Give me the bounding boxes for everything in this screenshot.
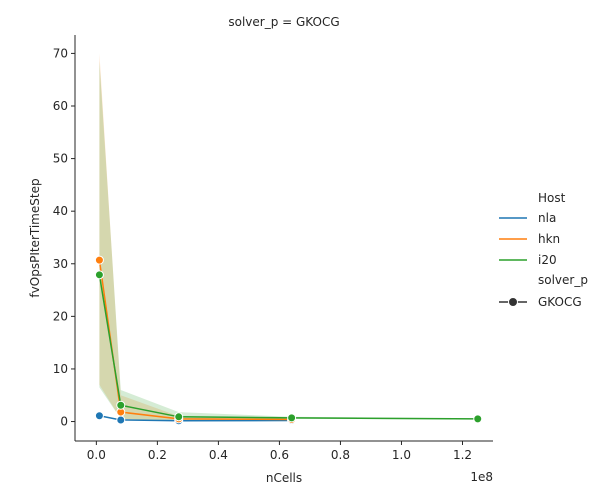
chart-title: solver_p = GKOCG <box>228 15 339 29</box>
series-line-i20 <box>98 274 478 420</box>
y-tick-label: 30 <box>53 257 68 271</box>
confidence-band-i20 <box>99 61 478 421</box>
y-tick-label: 50 <box>53 152 68 166</box>
x-tick-label: 0.0 <box>87 448 106 462</box>
y-axis-ticks: 0 10 20 30 40 50 60 70 <box>53 46 75 429</box>
y-tick-label: 70 <box>53 46 68 60</box>
data-point-i20 <box>174 412 184 422</box>
legend-label-nla: nla <box>538 211 556 225</box>
confidence-bands <box>99 53 478 422</box>
series-markers <box>94 255 483 426</box>
data-point-i20 <box>94 270 104 280</box>
x-axis-ticks: 0.0 0.2 0.4 0.6 0.8 1.0 1.2 <box>87 441 472 462</box>
legend-entries: nla hkn i20 <box>499 211 560 267</box>
legend-style-marker <box>508 297 518 307</box>
y-tick-label: 40 <box>53 204 68 218</box>
data-point-i20 <box>116 400 126 410</box>
series-lines <box>98 259 478 422</box>
legend-label-i20: i20 <box>538 253 557 267</box>
legend: Host nla hkn i20 solver_p GKOCG <box>499 191 588 309</box>
legend-style-entry: GKOCG <box>538 295 582 309</box>
x-tick-label: 0.4 <box>209 448 228 462</box>
series-line-nla <box>99 415 292 422</box>
y-tick-label: 60 <box>53 99 68 113</box>
legend-label-hkn: hkn <box>538 232 560 246</box>
y-tick-label: 0 <box>60 415 68 429</box>
y-axis-label: fvOpsPIterTimeStep <box>28 178 42 297</box>
confidence-band-hkn <box>99 53 292 422</box>
x-tick-label: 0.6 <box>270 448 289 462</box>
y-tick-label: 10 <box>53 362 68 376</box>
x-tick-label: 1.0 <box>392 448 411 462</box>
data-point-nla <box>116 415 126 425</box>
x-tick-label: 0.8 <box>331 448 350 462</box>
legend-hue-title: Host <box>538 191 566 205</box>
x-tick-label: 0.2 <box>148 448 167 462</box>
data-point-hkn <box>94 255 104 265</box>
y-tick-label: 20 <box>53 309 68 323</box>
data-point-i20 <box>473 414 483 424</box>
data-point-i20 <box>287 413 297 423</box>
data-point-nla <box>94 411 104 421</box>
x-tick-label: 1.2 <box>453 448 472 462</box>
x-axis-offset-label: 1e8 <box>470 470 493 484</box>
x-axis-label: nCells <box>266 471 302 485</box>
legend-style-title: solver_p <box>538 273 588 287</box>
